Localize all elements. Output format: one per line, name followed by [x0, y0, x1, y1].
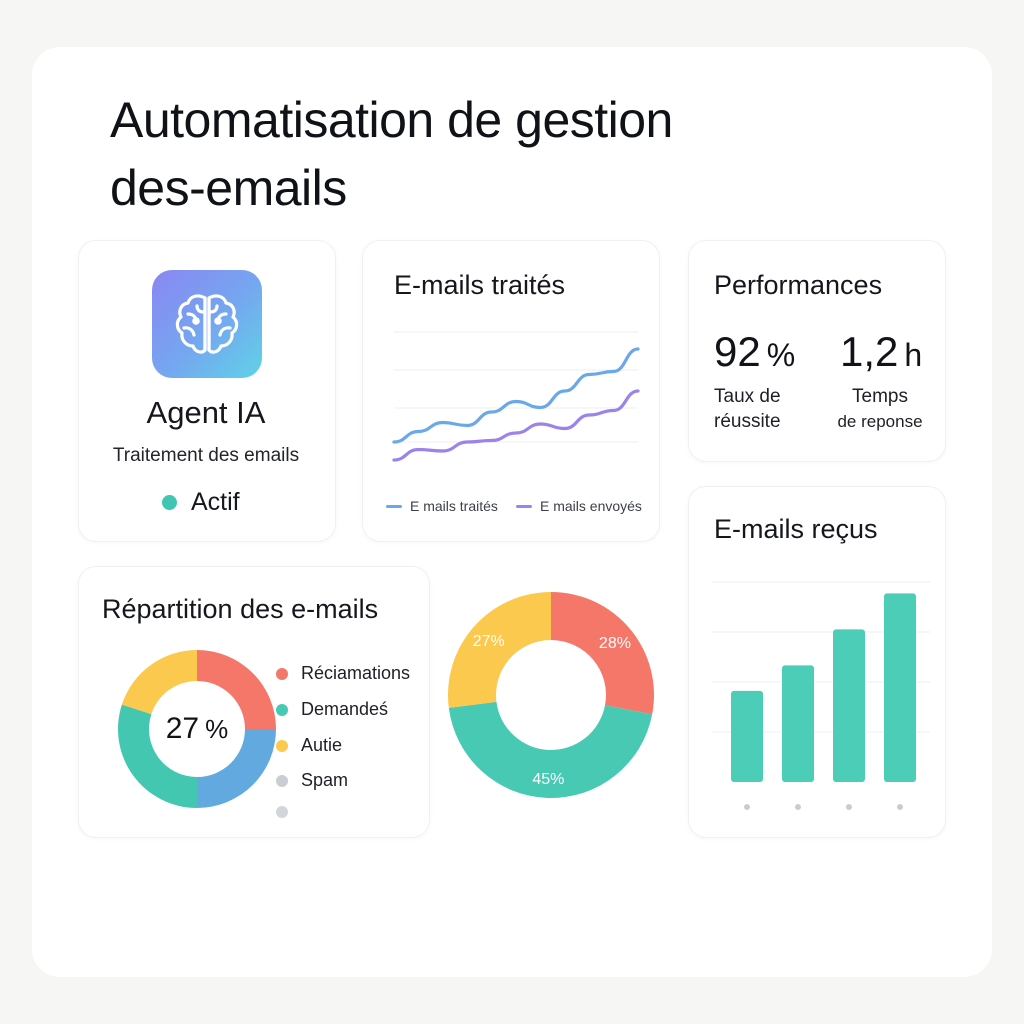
bar-0: [731, 690, 763, 782]
status-dot-icon: [162, 495, 177, 510]
success-rate-label-1: Taux de: [714, 386, 781, 407]
brain-icon: [152, 270, 262, 378]
axis-tick-dot: [897, 804, 903, 810]
bar-3: [884, 593, 916, 782]
donut-slice-2: [448, 592, 551, 708]
emails-processed-title: E-mails traités: [394, 270, 566, 300]
success-rate-label: Taux de réussite: [714, 384, 781, 434]
legend-item-demandes: Demandeś: [276, 699, 388, 720]
series-line-1: [392, 389, 640, 462]
donut-slice-0: [197, 650, 276, 729]
legend-item-empty: [276, 806, 301, 818]
bar-2: [833, 629, 865, 782]
response-time-value: 1,2 h: [840, 328, 922, 376]
legend-processed: E mails traités: [386, 498, 498, 514]
legend-item-spam: Spam: [276, 770, 348, 791]
page-title-line-2: des-emails: [110, 160, 347, 216]
legend-dot-icon: [276, 703, 288, 716]
emails-received-title: E-mails reçus: [714, 514, 878, 544]
donut-slice-3: [121, 650, 197, 715]
donut-slice-2: [117, 704, 197, 808]
axis-tick-dot: [846, 804, 852, 810]
response-time-label-2: de reponse: [837, 412, 923, 431]
donut-center-number: 27: [165, 712, 200, 745]
donut-slice-label: 45%: [532, 771, 564, 788]
agent-status-label: Actif: [191, 488, 240, 516]
legend-label: Demandeś: [301, 699, 389, 719]
bar-chart: [712, 581, 930, 810]
legend-dot-icon: [276, 667, 288, 680]
donut-chart-small: [117, 650, 276, 808]
distribution-title: Répartition des e-mails: [102, 594, 379, 624]
legend-dot-icon: [276, 739, 288, 752]
donut-slice-label: 27%: [473, 633, 505, 650]
success-rate-unit: %: [766, 337, 796, 373]
legend-processed-label: E mails traités: [410, 498, 498, 514]
bar-1: [782, 665, 814, 782]
performance-title: Performances: [714, 270, 883, 300]
success-rate-value: 92%: [714, 328, 795, 376]
series-line-0: [392, 347, 640, 444]
response-time-number: 1,2: [840, 328, 899, 375]
donut-slice-0: [551, 592, 654, 715]
donut-slice-label: 28%: [599, 635, 631, 652]
legend-label: Réciamations: [301, 663, 411, 683]
agent-name: Agent IA: [146, 395, 266, 430]
legend-item-reclamations: Réciamations: [276, 663, 410, 684]
legend-sent: E mails envoyés: [516, 498, 642, 514]
donut-slice-1: [197, 729, 276, 808]
donut-center-unit: %: [205, 713, 229, 744]
donut-chart-large: 28% 45% 27%: [448, 592, 654, 798]
donut-center-value: 27%: [118, 650, 276, 808]
emails-processed-card[interactable]: [362, 240, 660, 542]
legend-sent-label: E mails envoyés: [540, 498, 642, 514]
donut-slice-1: [448, 701, 653, 798]
response-time-label-1: Temps: [852, 386, 908, 407]
legend-dot-icon: [276, 774, 288, 787]
legend-label: Autie: [301, 735, 343, 755]
legend-processed-swatch: [386, 504, 402, 508]
legend-label: Spam: [301, 770, 349, 790]
line-chart: [392, 331, 640, 462]
response-time-unit: h: [904, 337, 923, 373]
axis-tick-dot: [795, 804, 801, 810]
page-title: Automatisation de gestion des-emails: [110, 86, 673, 222]
legend-item-autre: Autie: [276, 735, 342, 756]
performance-card[interactable]: [688, 240, 946, 462]
legend-dot-icon: [276, 806, 288, 818]
axis-tick-dot: [744, 804, 750, 810]
agent-status: Actif: [162, 488, 240, 517]
legend-sent-swatch: [516, 504, 532, 508]
response-time-label: Temps de reponse: [834, 384, 926, 434]
agent-subtitle: Traitement des emails: [112, 445, 300, 466]
success-rate-label-2: réussite: [714, 411, 781, 432]
page-title-line-1: Automatisation de gestion: [110, 92, 673, 148]
success-rate-number: 92: [714, 328, 761, 375]
